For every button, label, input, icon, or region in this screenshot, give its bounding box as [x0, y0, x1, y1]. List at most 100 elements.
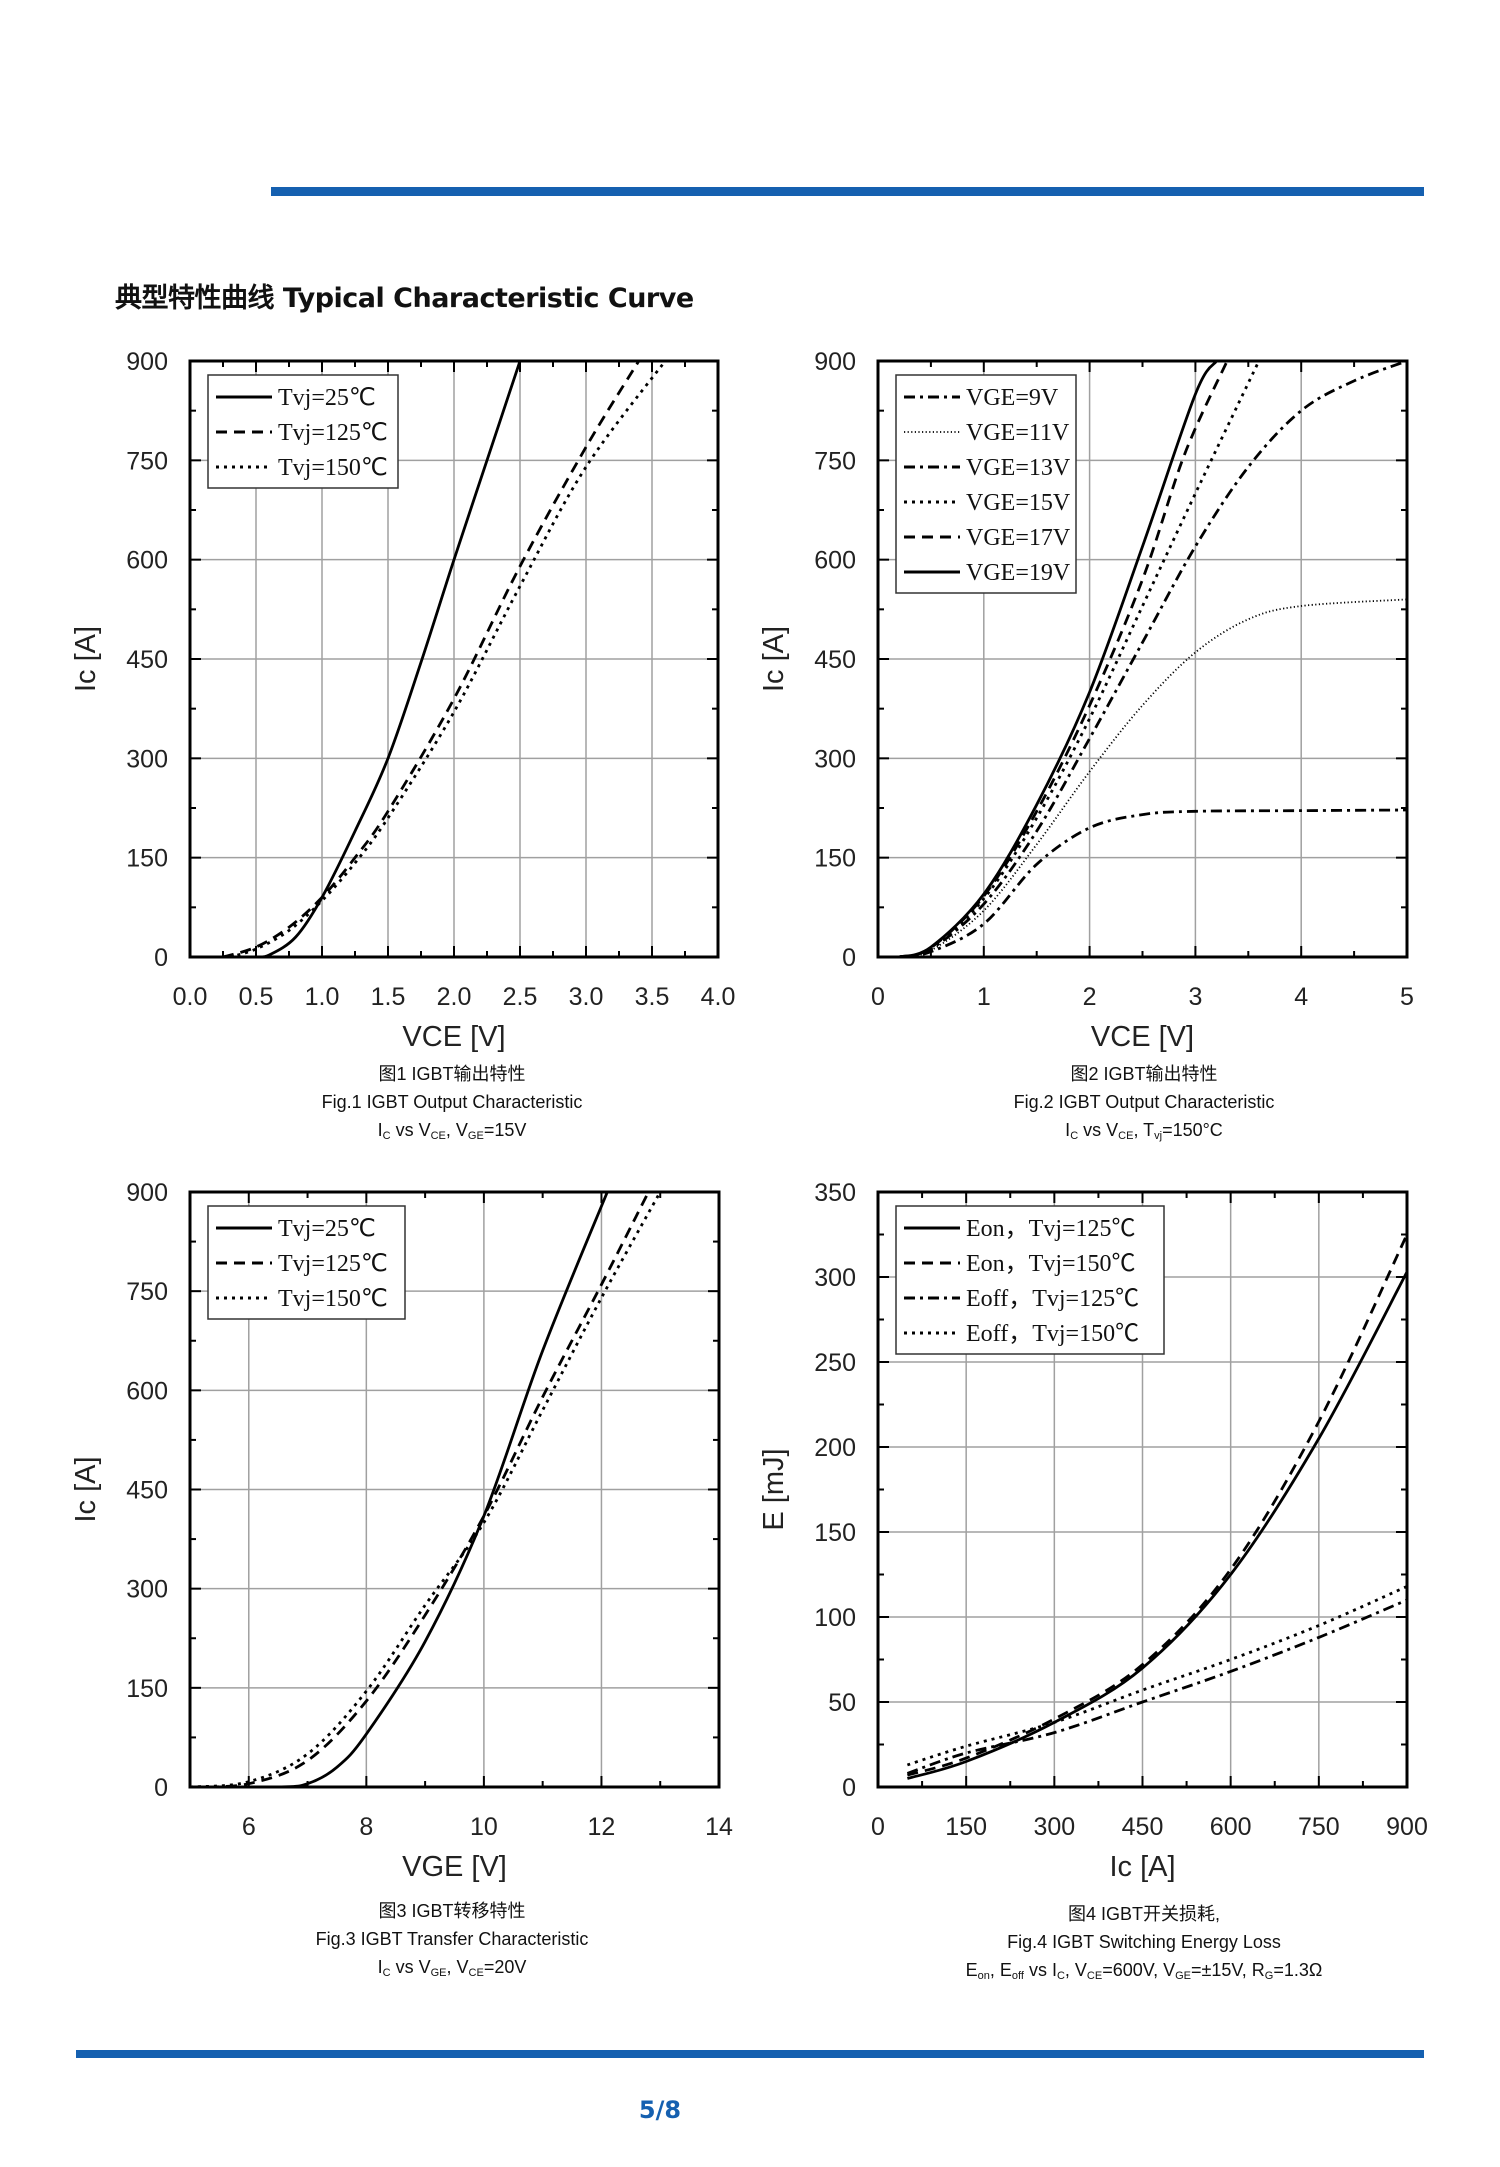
- subscript: GE: [467, 1130, 484, 1142]
- x-tick-label: 1: [977, 983, 991, 1011]
- caption-conditions: IC vs VCE, Tvj=150°C: [844, 1116, 1444, 1150]
- chart-3: 6 8 10 12 14 0 150 300 450 600 750 900 VGE [V] Ic [A]…: [70, 1179, 733, 1883]
- series-line: [255, 361, 522, 957]
- y-tick-label: 900: [126, 348, 168, 376]
- plot-frame: [188, 359, 720, 959]
- x-axis-label: Ic [A]: [1109, 1851, 1175, 1883]
- caption-cn: 图1 IGBT输出特性: [378, 1064, 526, 1084]
- legend-label: Eon，Tvj=150℃: [966, 1251, 1136, 1277]
- y-tick-label: 300: [126, 745, 168, 773]
- legend-label: Tvj=125℃: [278, 1251, 388, 1277]
- caption-en: Fig.4 IGBT Switching Energy Loss: [1007, 1932, 1281, 1952]
- legend-box: [895, 1205, 1165, 1355]
- x-tick-label: 8: [359, 1813, 373, 1841]
- page-number: 5/8: [638, 2096, 682, 2124]
- y-axis-label: Ic [A]: [70, 626, 102, 692]
- chart-4: 0 150 300 450 600 750 900 0 50 100 150 200 250 300 350…: [758, 1179, 1428, 1883]
- caption-text: vs V: [390, 1957, 431, 1977]
- x-tick-label: 1.5: [371, 983, 406, 1011]
- x-tick-label: 3.5: [635, 983, 670, 1011]
- subscript: CE: [430, 1130, 446, 1142]
- x-tick-label: 4.0: [701, 983, 736, 1011]
- y-tick-label: 300: [126, 1576, 168, 1604]
- y-tick-label: 900: [126, 1179, 168, 1207]
- y-tick-label: 150: [814, 1519, 856, 1547]
- x-tick-label: 600: [1210, 1813, 1252, 1841]
- legend-label: Tvj=25℃: [278, 385, 376, 411]
- y-tick-label: 0: [154, 944, 168, 972]
- y-tick-label: 600: [126, 547, 168, 575]
- caption-text: =20V: [483, 1957, 527, 1977]
- subscript: C: [382, 1130, 391, 1142]
- y-tick-label: 150: [126, 1675, 168, 1703]
- y-tick-label: 600: [814, 547, 856, 575]
- legend: Eon，Tvj=125℃ Eon，Tvj=150℃ Eoff，Tvj=125℃ Eof…: [895, 1205, 1165, 1355]
- subscript: on: [977, 1970, 990, 1982]
- caption-text: , V: [445, 1120, 468, 1140]
- y-tick-label: 350: [814, 1179, 856, 1207]
- x-tick-label: 4: [1294, 983, 1308, 1011]
- x-tick-label: 0: [871, 983, 885, 1011]
- plot-frame: [876, 359, 1409, 959]
- x-tick-label: 900: [1386, 1813, 1428, 1841]
- x-tick-label: 750: [1298, 1813, 1340, 1841]
- series-line: [222, 361, 640, 957]
- caption-text: =±15V, R: [1191, 1960, 1265, 1980]
- caption-text: , E: [989, 1960, 1012, 1980]
- caption-conditions: Eon, Eoff vs IC, VCE=600V, VGE=±15V, RG=…: [844, 1956, 1444, 1990]
- x-tick-label: 0.0: [173, 983, 208, 1011]
- y-tick-label: 100: [814, 1604, 856, 1632]
- caption-text: vs I: [1023, 1960, 1057, 1980]
- caption-fig4: 图4 IGBT开关损耗, Fig.4 IGBT Switching Energy…: [844, 1900, 1444, 1990]
- y-tick-label: 600: [126, 1377, 168, 1405]
- caption-cn: 图4 IGBT开关损耗,: [1067, 1904, 1220, 1924]
- subscript: CE: [1086, 1970, 1103, 1982]
- series-line: [898, 361, 1218, 957]
- subscript: CE: [1118, 1130, 1134, 1142]
- legend-label: VGE=19V: [966, 560, 1071, 586]
- caption-text: vs V: [1078, 1120, 1119, 1140]
- y-tick-label: 150: [814, 845, 856, 873]
- y-tick-label: 450: [126, 646, 168, 674]
- legend: Tvj=25℃ Tvj=125℃ Tvj=150℃: [207, 1205, 406, 1320]
- y-tick-label: 0: [842, 1774, 856, 1802]
- legend: VGE=9V VGE=11V VGE=13V VGE=15V VGE=17V VGE=19…: [895, 374, 1077, 594]
- x-tick-label: 2.0: [437, 983, 472, 1011]
- x-tick-label: 0.5: [239, 983, 274, 1011]
- subscript: C: [1056, 1970, 1065, 1982]
- caption-text: =1.3Ω: [1273, 1960, 1323, 1980]
- x-axis-label: VGE [V]: [402, 1851, 507, 1883]
- caption-conditions: IC vs VGE, VCE=20V: [152, 1953, 752, 1987]
- legend-label: Eon，Tvj=125℃: [966, 1216, 1136, 1242]
- bottom-rule: [76, 2050, 1424, 2058]
- x-tick-label: 14: [705, 1813, 733, 1841]
- legend-label: Tvj=150℃: [278, 455, 388, 481]
- x-tick-label: 0: [871, 1813, 885, 1841]
- series-line: [906, 1585, 1407, 1767]
- x-tick-label: 150: [945, 1813, 987, 1841]
- subscript: G: [1264, 1970, 1274, 1982]
- caption-text: vs V: [390, 1120, 431, 1140]
- caption-text: =600V, V: [1102, 1960, 1176, 1980]
- caption-cn: 图3 IGBT转移特性: [378, 1901, 526, 1921]
- legend-label: Eoff，Tvj=150℃: [966, 1321, 1139, 1347]
- y-tick-label: 300: [814, 1264, 856, 1292]
- series-line: [190, 1192, 662, 1787]
- series-line: [907, 1233, 1407, 1777]
- caption-fig3: 图3 IGBT转移特性 Fig.3 IGBT Transfer Characte…: [152, 1897, 752, 1987]
- y-tick-label: 750: [814, 447, 856, 475]
- caption-text: , V: [446, 1957, 469, 1977]
- caption-text: I: [377, 1957, 383, 1977]
- x-tick-label: 10: [470, 1813, 498, 1841]
- y-axis-label: E [mJ]: [758, 1448, 790, 1530]
- subscript: GE: [1175, 1970, 1192, 1982]
- caption-cn: 图2 IGBT输出特性: [1070, 1064, 1218, 1084]
- x-tick-label: 3.0: [569, 983, 604, 1011]
- x-tick-label: 300: [1033, 1813, 1075, 1841]
- legend-label: VGE=17V: [966, 525, 1071, 551]
- caption-text: , V: [1064, 1960, 1087, 1980]
- caption-text: E: [965, 1960, 978, 1980]
- plot-frame: [876, 1190, 1409, 1789]
- y-tick-label: 0: [154, 1774, 168, 1802]
